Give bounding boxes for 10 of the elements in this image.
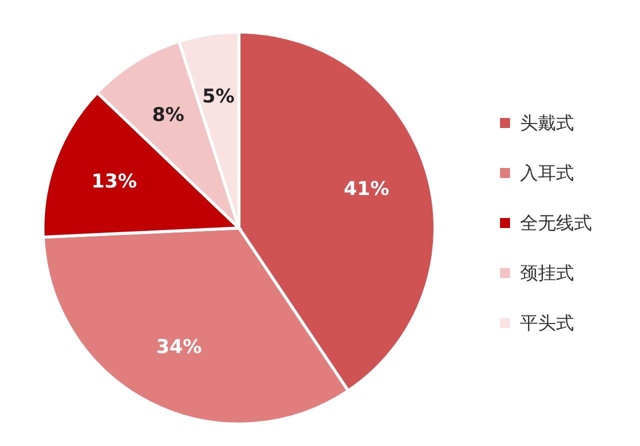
legend-label: 全无线式 bbox=[520, 212, 592, 235]
data-label: 13% bbox=[91, 170, 137, 192]
data-label: 34% bbox=[156, 336, 202, 358]
data-label: 5% bbox=[202, 85, 234, 108]
data-label: 41% bbox=[344, 178, 390, 200]
legend-label: 入耳式 bbox=[520, 162, 574, 185]
data-label: 8% bbox=[152, 104, 184, 126]
legend-label: 头戴式 bbox=[520, 112, 574, 135]
legend-label: 平头式 bbox=[520, 312, 574, 335]
legend-label: 颈挂式 bbox=[520, 262, 574, 285]
